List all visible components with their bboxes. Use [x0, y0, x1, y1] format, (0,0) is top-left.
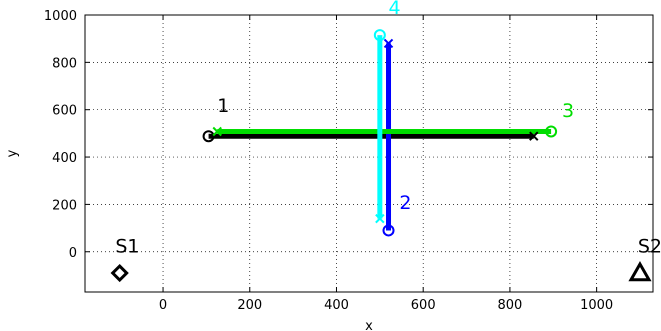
series-1-end-marker	[529, 131, 539, 141]
plot-frame	[84, 14, 654, 293]
source-S1-marker	[110, 263, 129, 283]
series-3-end-marker-stroke	[212, 126, 222, 137]
x-tick-label: 1000	[580, 298, 613, 313]
series-1-start-marker	[202, 130, 215, 143]
y-tick-label: 600	[52, 104, 77, 119]
x-axis-label: x	[365, 319, 373, 331]
marker-layer	[110, 29, 652, 283]
y-tick-label: 200	[52, 198, 77, 213]
x-tick-label: 0	[159, 298, 167, 313]
x-tick-label: 800	[498, 298, 523, 313]
series-2-end-marker-stroke	[383, 38, 394, 49]
series-2-start-marker	[382, 224, 395, 237]
annotation-2: 2	[399, 192, 411, 214]
series-3-start-marker	[545, 125, 558, 138]
grid	[85, 14, 653, 292]
series-4-start-marker	[373, 29, 386, 42]
annotation-S1: S1	[115, 235, 139, 257]
tick-layer: 0 200 400 600 800 1000 0 200 400 600 800 1000	[44, 9, 653, 313]
x-tick-label: 400	[324, 298, 349, 313]
y-tick-label: 400	[52, 151, 77, 166]
y-tick-label: 0	[69, 246, 77, 261]
x-tick-label: 200	[237, 298, 262, 313]
series-4-end-marker-stroke	[375, 213, 385, 224]
source-S2-marker	[628, 261, 652, 282]
series-1-end-marker-stroke	[529, 131, 539, 141]
x-tick-label: 600	[411, 298, 436, 313]
annotation-layer: 1 2 3 4 S1 S2	[115, 0, 661, 257]
y-tick-label: 800	[52, 56, 77, 71]
series-layer	[208, 35, 552, 231]
annotation-1: 1	[217, 95, 229, 117]
series-4-end-marker	[375, 213, 385, 224]
y-axis-label: y	[5, 149, 20, 157]
annotation-3: 3	[562, 100, 574, 122]
series-2-end-marker	[383, 38, 394, 49]
y-tick-label: 1000	[44, 9, 77, 24]
series-3-end-marker	[212, 126, 222, 137]
annotation-4: 4	[389, 0, 401, 19]
annotation-S2: S2	[638, 235, 661, 257]
